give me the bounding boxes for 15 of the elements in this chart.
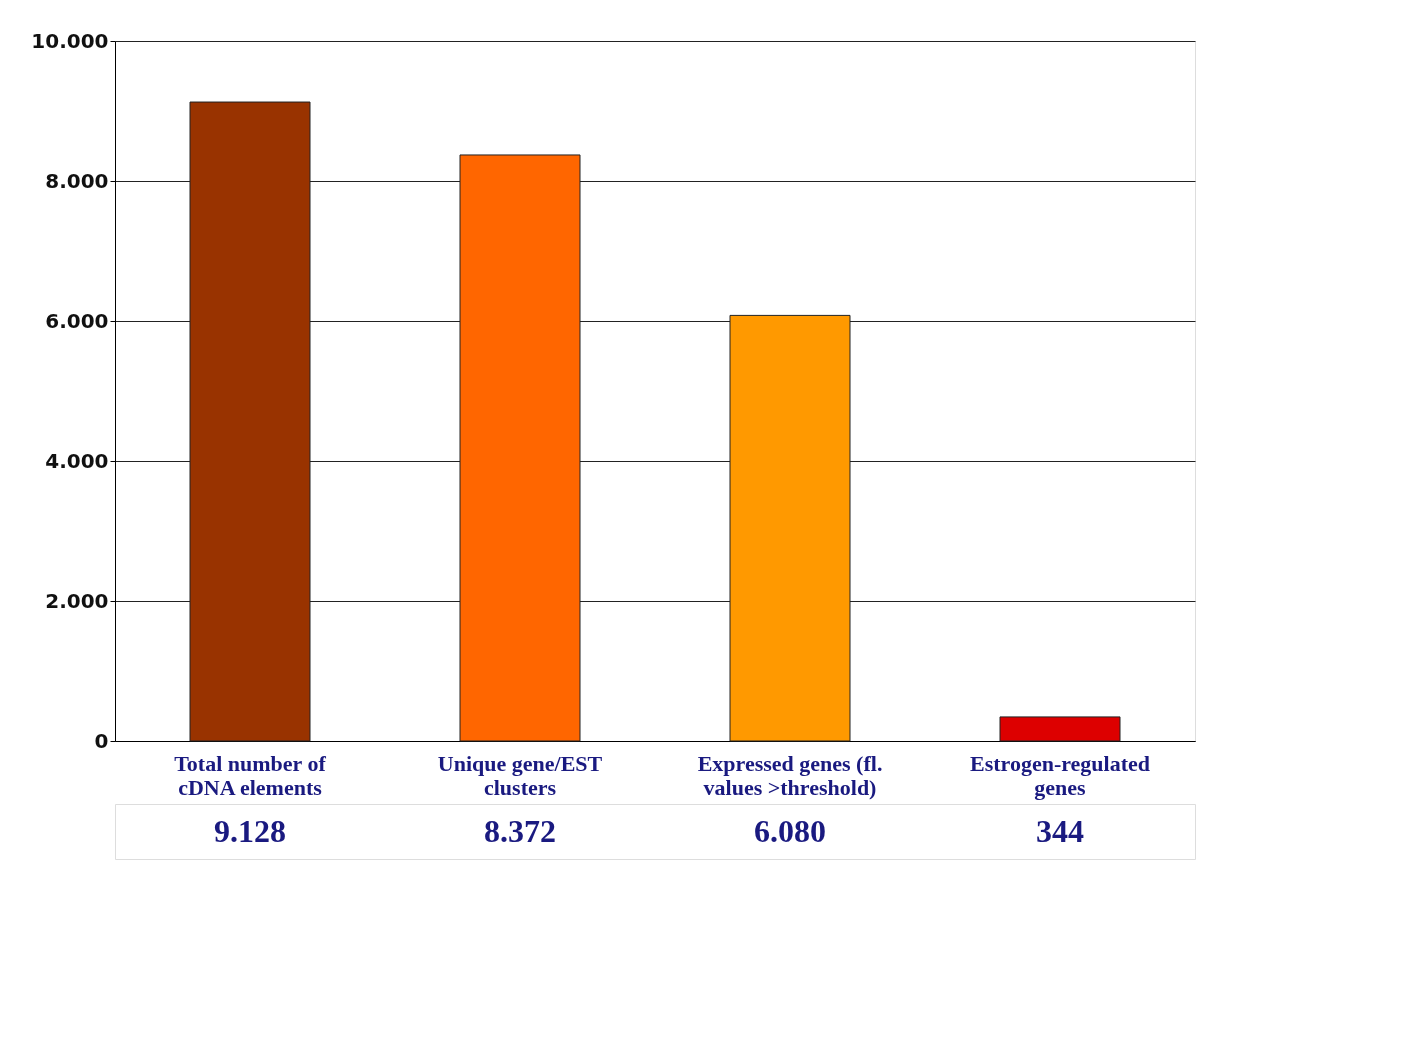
bar (999, 716, 1121, 742)
y-tick-label: 8.000 (45, 168, 109, 193)
data-label: 344 (1036, 812, 1084, 849)
x-tick-label: Total number of cDNA elements (174, 750, 327, 800)
y-tick-label: 2.000 (45, 588, 109, 613)
y-tick-label: 10.000 (31, 28, 109, 53)
x-tick-label: Unique gene/EST clusters (437, 750, 603, 800)
data-label: 9.128 (214, 812, 286, 849)
y-tick-label: 4.000 (45, 448, 109, 473)
data-label: 6.080 (754, 812, 826, 849)
y-tick-label: 0 (94, 728, 109, 753)
data-label: 8.372 (484, 812, 556, 849)
y-tick-label: 6.000 (45, 308, 109, 333)
x-tick-label: Estrogen-regulated genes (969, 750, 1151, 800)
x-tick-label: Expressed genes (fl. values >threshold) (697, 750, 883, 800)
